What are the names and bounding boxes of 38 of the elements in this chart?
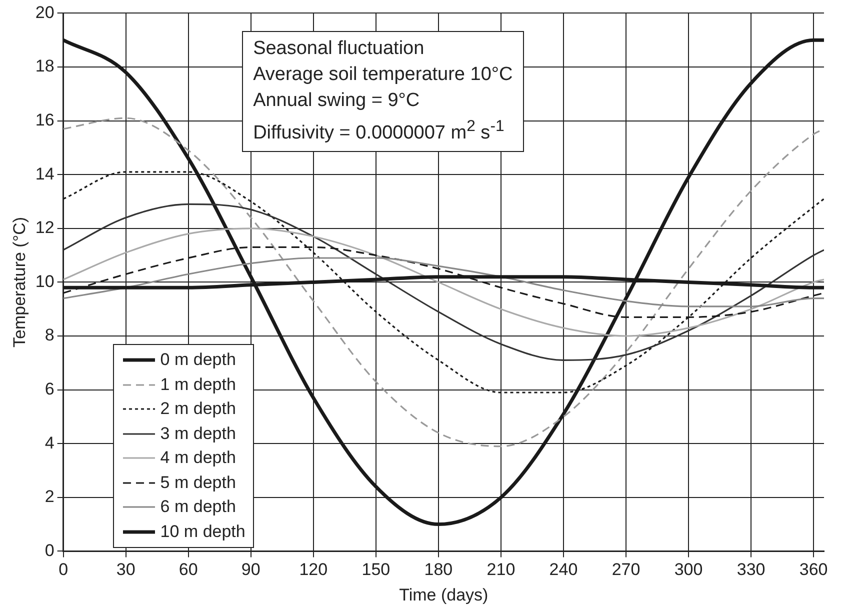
legend-label: 0 m depth [160,349,236,372]
x-tick-label: 30 [116,560,136,580]
y-axis-title: Temperature (°C) [10,216,29,348]
x-axis-title: Time (days) [399,585,488,604]
y-tick-label: 2 [44,487,54,506]
x-tick-label: 270 [612,560,640,580]
y-tick-label: 14 [35,164,54,184]
x-tick-label: 360 [799,560,828,580]
x-tick-label: 90 [241,560,260,580]
annotation: Seasonal fluctuation [253,37,426,62]
y-tick-label: 0 [44,540,54,560]
y-tick-label: 8 [44,326,54,345]
y-tick-label: 4 [44,433,54,452]
legend-label: 4 m depth [160,447,236,470]
y-tick-label: 16 [35,110,54,130]
legend-label: 6 m depth [160,496,236,518]
x-tick-label: 60 [178,560,198,580]
x-tick-label: 240 [549,560,578,580]
y-tick-label: 6 [44,379,54,398]
x-tick-label: 210 [486,560,516,580]
x-tick-label: 120 [299,560,328,580]
y-tick-label: 20 [35,2,54,22]
legend-label: 5 m depth [160,472,236,494]
x-tick-label: 330 [736,560,766,580]
legend-label: 2 m depth [160,398,236,420]
annotation: Diffusivity = 0.0000007 m$^{2}$ s$^{-1}$ [253,117,506,146]
annotation: Average soil temperature 10°C [253,63,513,88]
x-tick-label: 150 [362,560,390,580]
legend-label: 1 m depth [160,374,236,396]
y-tick-label: 10 [35,272,54,291]
x-tick-label: 180 [424,560,453,580]
x-tick-label: 0 [58,560,68,580]
annotation: Annual swing = 9°C [253,89,421,114]
legend-label: 10 m depth [160,520,246,543]
legend-label: 3 m depth [160,422,236,445]
x-tick-label: 300 [674,560,703,580]
y-tick-label: 12 [35,218,54,238]
y-tick-label: 18 [35,56,54,76]
